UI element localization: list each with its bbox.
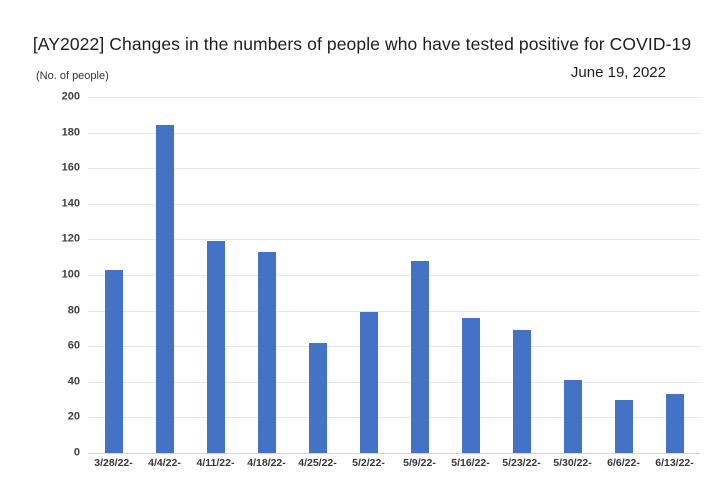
- y-tick-label: 20: [67, 410, 80, 423]
- gridline: [88, 132, 700, 134]
- x-tick-label: 4/25/22-: [298, 457, 337, 469]
- x-axis: 3/28/22- 4/4/22- 4/11/22- 4/18/22- 4/25/22- 5…: [88, 457, 700, 473]
- y-tick-label: 40: [67, 375, 80, 388]
- chart-date-label: June 19, 2022: [570, 64, 666, 81]
- bar-5-16-22-: [461, 317, 480, 453]
- gridline: [88, 310, 700, 312]
- y-tick-label: 60: [67, 339, 80, 352]
- gridline: [88, 203, 700, 205]
- y-axis: 0 20 40 60 80 100 120 140 160 180 200: [0, 91, 80, 458]
- x-tick-label: 5/16/22-: [451, 457, 490, 469]
- x-tick-label: 6/13/22-: [655, 457, 694, 469]
- bar-6-13-22-: [665, 394, 684, 453]
- bar-5-2-22-: [359, 312, 378, 453]
- x-tick-label: 3/28/22-: [94, 457, 133, 469]
- bar-6-6-22-: [614, 399, 633, 453]
- bar-5-30-22-: [563, 380, 582, 453]
- plot-area: [88, 97, 700, 454]
- x-tick-label: 4/4/22-: [148, 457, 181, 469]
- x-axis-line: [88, 453, 700, 454]
- gridline: [88, 381, 700, 383]
- bar-4-25-22-: [308, 342, 327, 453]
- y-tick-label: 0: [73, 446, 80, 459]
- x-tick-label: 4/18/22-: [247, 457, 286, 469]
- bar-3-28-22-: [104, 269, 123, 453]
- y-tick-label: 200: [61, 90, 80, 103]
- bar-5-9-22-: [410, 260, 429, 453]
- bar-4-4-22-: [155, 125, 174, 453]
- x-tick-label: 5/30/22-: [553, 457, 592, 469]
- bar-5-23-22-: [512, 330, 531, 453]
- y-tick-label: 120: [61, 232, 80, 245]
- gridline: [88, 239, 700, 241]
- bar-4-18-22-: [257, 251, 276, 453]
- y-tick-label: 100: [61, 268, 80, 281]
- x-tick-label: 5/23/22-: [502, 457, 541, 469]
- y-tick-label: 160: [61, 161, 80, 174]
- bar-4-11-22-: [206, 241, 225, 453]
- gridline: [88, 97, 700, 98]
- y-axis-units-label: (No. of people): [36, 70, 109, 82]
- x-tick-label: 5/2/22-: [352, 457, 385, 469]
- gridline: [88, 346, 700, 348]
- gridline: [88, 168, 700, 170]
- gridline: [88, 417, 700, 419]
- chart-title: [AY2022] Changes in the numbers of peopl…: [32, 34, 692, 54]
- x-tick-label: 4/11/22-: [196, 457, 235, 469]
- y-tick-label: 180: [61, 126, 80, 139]
- gridline: [88, 275, 700, 276]
- x-tick-label: 6/6/22-: [607, 457, 640, 469]
- y-tick-label: 140: [61, 197, 80, 210]
- x-tick-label: 5/9/22-: [403, 457, 436, 469]
- y-tick-label: 80: [67, 304, 80, 317]
